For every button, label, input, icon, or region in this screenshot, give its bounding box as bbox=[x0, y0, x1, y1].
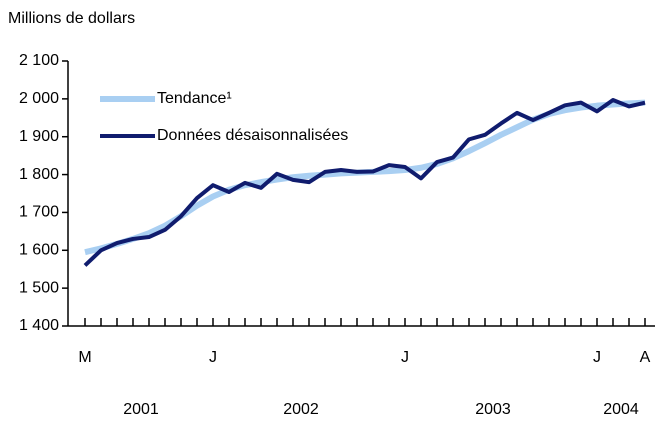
y-tick-label: 1 800 bbox=[19, 166, 59, 183]
y-tick-label: 1 700 bbox=[19, 204, 59, 221]
x-tick-label: M bbox=[78, 349, 91, 366]
x-tick-label: J bbox=[593, 349, 601, 366]
y-tick-label: 1 400 bbox=[19, 317, 59, 334]
y-tick-label: 1 500 bbox=[19, 279, 59, 296]
year-label: 2003 bbox=[475, 401, 511, 418]
y-tick-label: 1 600 bbox=[19, 242, 59, 259]
series-line bbox=[84, 99, 646, 256]
x-tick-label: J bbox=[209, 349, 217, 366]
legend-label: Données désaisonnalisées bbox=[157, 127, 348, 144]
series-line bbox=[83, 97, 646, 267]
year-label: 2002 bbox=[283, 401, 319, 418]
year-label: 2004 bbox=[603, 401, 639, 418]
x-tick-label: J bbox=[401, 349, 409, 366]
legend-label: Tendance¹ bbox=[157, 90, 232, 107]
year-label: 2001 bbox=[123, 401, 159, 418]
y-tick-label: 2 100 bbox=[19, 52, 59, 69]
y-tick-label: 2 000 bbox=[19, 90, 59, 107]
y-tick-label: 1 900 bbox=[19, 128, 59, 145]
y-axis-label: Millions de dollars bbox=[8, 10, 135, 27]
x-tick-label: A bbox=[640, 349, 651, 366]
